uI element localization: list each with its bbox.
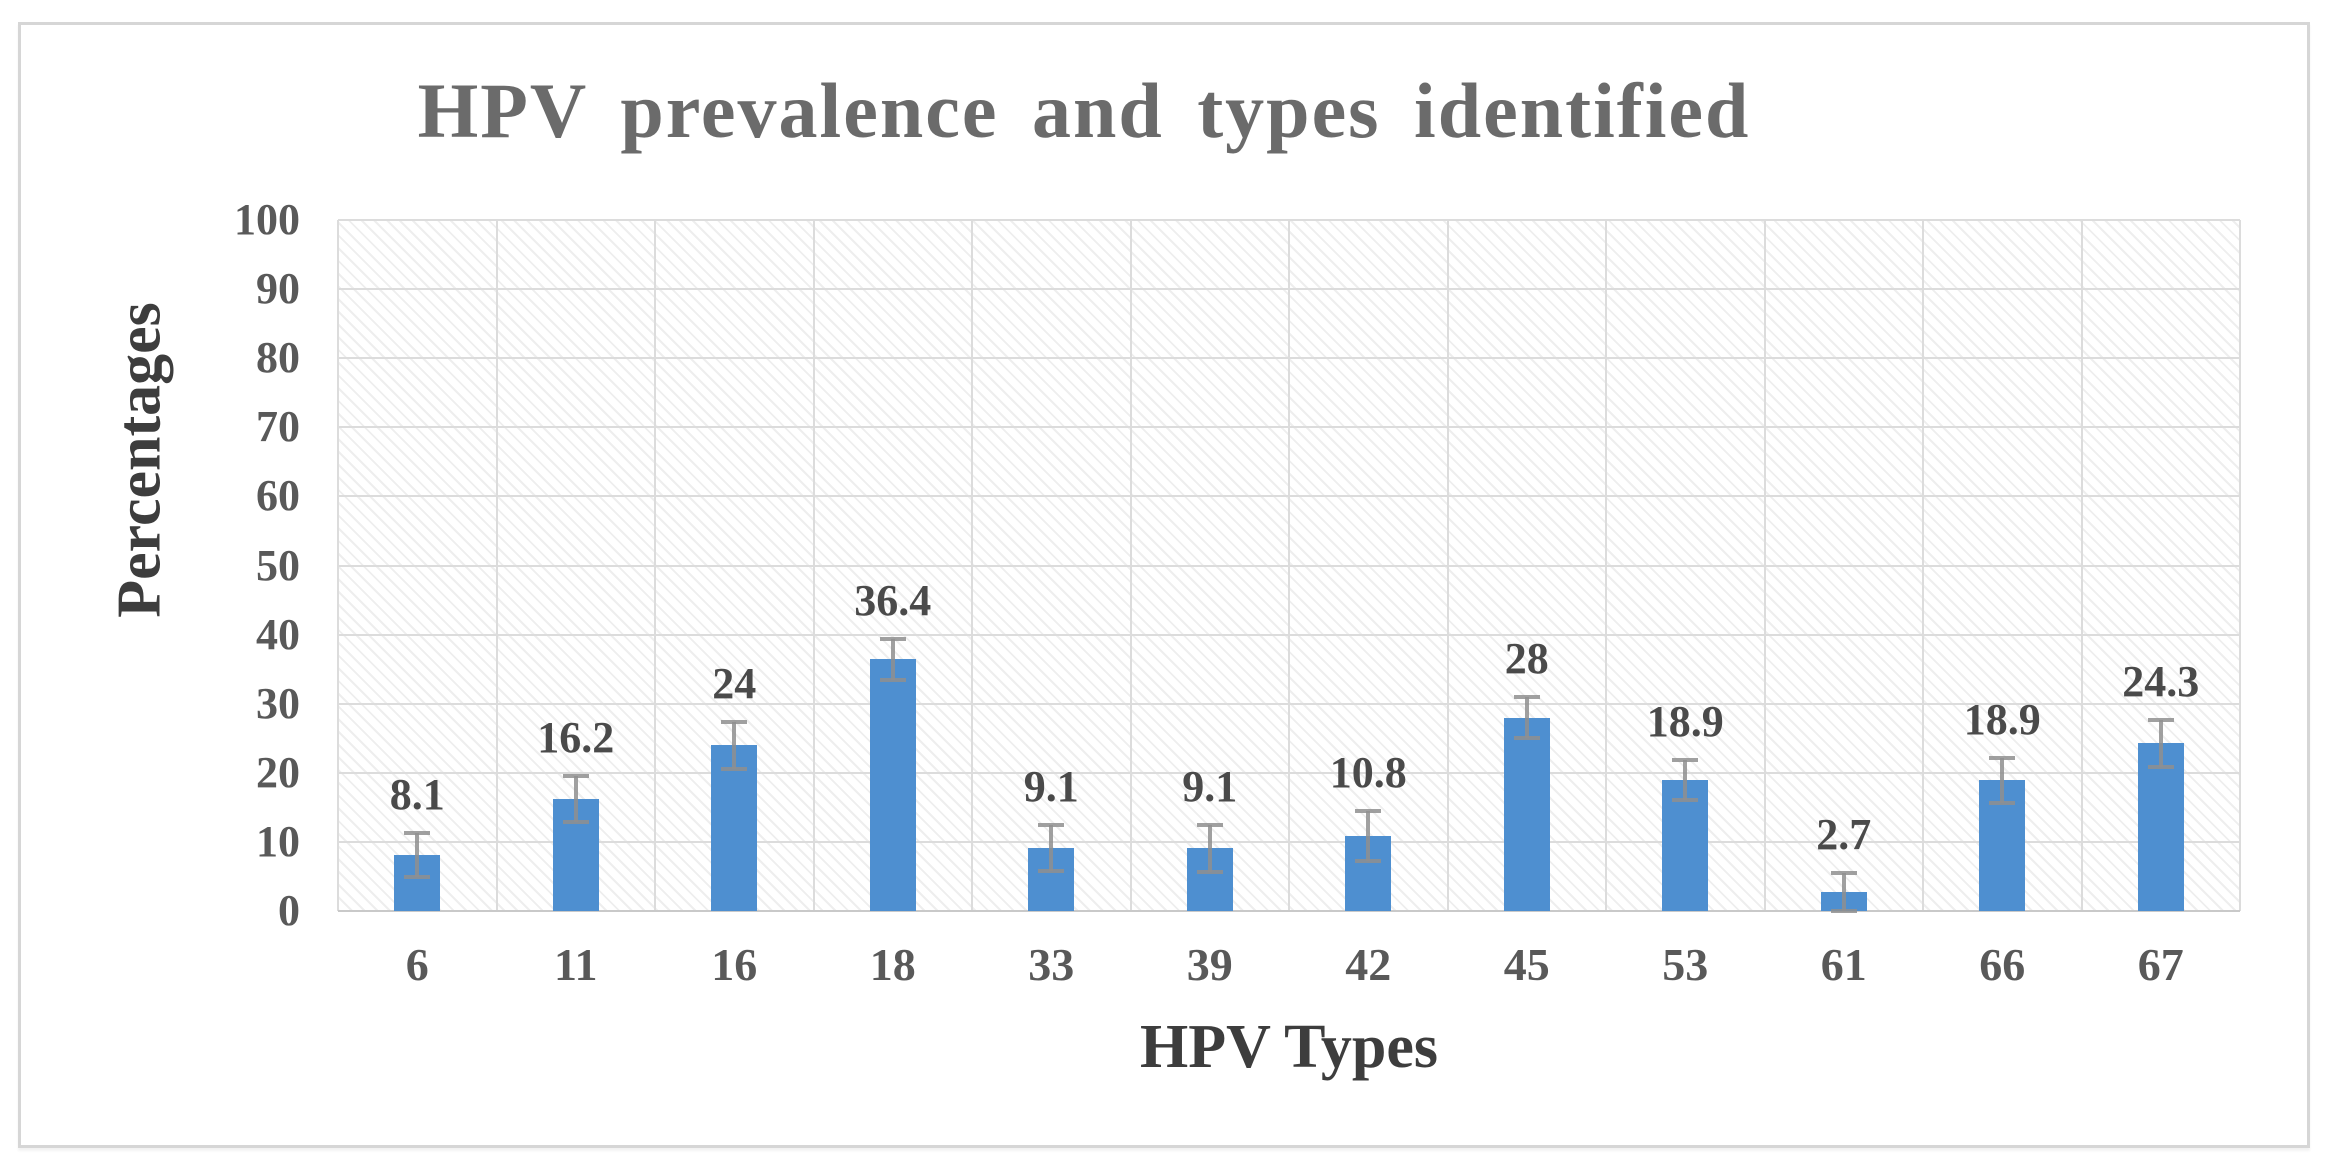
error-bar-cap-bottom [721,766,748,771]
x-tick-label-18: 18 [869,939,916,990]
error-bar-whisker [1366,811,1371,862]
error-bar-cap-top [1196,822,1223,827]
x-tick-label-67: 67 [2137,939,2184,990]
bar-hpv-16 [711,745,758,911]
error-bar-cap-bottom [1672,798,1699,803]
gridline-x-6 [1288,220,1290,911]
error-bar-cap-top [1038,823,1065,828]
error-bar-cap-bottom [1355,859,1382,864]
bar-hpv-45 [1503,717,1550,911]
y-tick-label: 80 [256,333,300,383]
y-tick-label: 60 [256,471,300,521]
y-tick-label: 20 [256,747,300,797]
y-tick-label: 90 [256,264,300,314]
data-label-42: 10.8 [1329,748,1407,798]
error-bar-cap-bottom [879,678,906,683]
x-tick-label-45: 45 [1503,939,1550,990]
error-bar-whisker [1841,872,1846,911]
x-tick-label-33: 33 [1028,939,1075,990]
x-axis-title: HPV Types [1139,1013,1438,1081]
error-bar-cap-top [1830,870,1857,875]
chart-title: HPV prevalence and types identified [417,67,1751,154]
data-label-67: 24.3 [2122,656,2200,706]
y-tick-label: 40 [256,609,300,659]
gridline-x-4 [971,220,973,911]
y-tick-label: 70 [256,402,300,452]
data-label-33: 9.1 [1023,762,1079,812]
error-bar-cap-top [1989,756,2016,761]
gridline-x-12 [2239,220,2241,911]
data-label-45: 28 [1504,633,1549,683]
error-bar-cap-bottom [1038,868,1065,873]
error-bar-whisker [573,776,578,822]
error-bar-whisker [1683,760,1688,801]
y-tick-label: 100 [234,195,300,244]
error-bar-whisker [1049,825,1054,871]
bar-hpv-18 [869,659,916,911]
gridline-x-2 [654,220,656,911]
x-tick-label-61: 61 [1820,939,1867,990]
y-tick-label: 10 [256,816,300,866]
gridline-x-10 [1922,220,1924,911]
error-bar-whisker [1207,824,1212,872]
data-label-16: 24 [712,658,757,708]
gridline-x-3 [813,220,815,911]
error-bar-whisker [2000,758,2005,803]
error-bar-whisker [1524,696,1529,739]
data-label-53: 18.9 [1646,697,1724,747]
error-bar-cap-bottom [562,819,589,824]
gridline-x-5 [1130,220,1132,911]
gridline-x-0 [337,220,339,911]
chart-frame [18,22,2310,1148]
plot-area: 8.1 16.2 24 36.4 9.1 9.1 10.8 28 18.9 2.7 18.9 24.3 [337,219,2241,913]
error-bar-cap-top [2147,717,2174,722]
x-tick-label-6: 6 [405,939,429,990]
x-tick-label-53: 53 [1662,939,1709,990]
x-tick-label-42: 42 [1345,939,1392,990]
data-label-39: 9.1 [1182,761,1238,811]
error-bar-cap-bottom [2147,764,2174,769]
error-bar-whisker [890,638,895,681]
data-label-18: 36.4 [854,575,932,625]
y-tick-label: 0 [278,886,300,935]
error-bar-cap-top [562,774,589,779]
y-tick-label: 50 [256,540,300,590]
error-bar-cap-top [1513,694,1540,699]
y-tick-label: 30 [256,678,300,728]
error-bar-cap-top [1355,809,1382,814]
error-bar-cap-top [879,636,906,641]
error-bar-whisker [415,832,420,878]
error-bar-whisker [2158,719,2163,767]
error-bar-whisker [732,721,737,769]
error-bar-cap-bottom [1513,736,1540,741]
error-bar-cap-bottom [1830,909,1857,913]
x-tick-label-66: 66 [1979,939,2026,990]
x-tick-label-11: 11 [554,939,598,990]
data-label-11: 16.2 [537,713,615,763]
gridline-x-11 [2081,220,2083,911]
x-tick-label-39: 39 [1186,939,1233,990]
x-tick-label-16: 16 [711,939,758,990]
gridline-x-9 [1764,220,1766,911]
gridline-x-1 [496,220,498,911]
gridline-x-7 [1447,220,1449,911]
gridline-x-8 [1605,220,1607,911]
error-bar-cap-top [1672,758,1699,763]
error-bar-cap-bottom [1989,800,2016,805]
error-bar-cap-top [721,719,748,724]
x-axis-line [338,910,2240,912]
data-label-66: 18.9 [1963,695,2041,745]
data-label-61: 2.7 [1816,809,1872,859]
error-bar-cap-bottom [404,875,431,880]
data-label-6: 8.1 [389,769,445,819]
error-bar-cap-top [404,830,431,835]
error-bar-cap-bottom [1196,869,1223,874]
bar-hpv-67 [2137,743,2184,911]
